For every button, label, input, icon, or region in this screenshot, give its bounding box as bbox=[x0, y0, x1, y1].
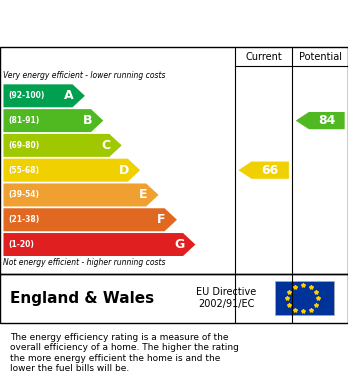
Text: (69-80): (69-80) bbox=[9, 141, 40, 150]
Text: England & Wales: England & Wales bbox=[10, 291, 155, 306]
Polygon shape bbox=[3, 208, 177, 231]
Text: A: A bbox=[64, 89, 74, 102]
Text: (92-100): (92-100) bbox=[9, 91, 45, 100]
Polygon shape bbox=[3, 159, 140, 182]
Text: (81-91): (81-91) bbox=[9, 116, 40, 125]
Text: D: D bbox=[119, 164, 129, 177]
FancyBboxPatch shape bbox=[275, 281, 334, 315]
Polygon shape bbox=[3, 134, 122, 157]
Text: EU Directive
2002/91/EC: EU Directive 2002/91/EC bbox=[196, 287, 256, 309]
Polygon shape bbox=[3, 233, 195, 256]
Text: 84: 84 bbox=[318, 114, 335, 127]
Polygon shape bbox=[3, 183, 159, 206]
Text: F: F bbox=[157, 213, 166, 226]
Text: (39-54): (39-54) bbox=[9, 190, 40, 199]
Polygon shape bbox=[3, 109, 103, 132]
Text: B: B bbox=[83, 114, 92, 127]
Text: The energy efficiency rating is a measure of the
overall efficiency of a home. T: The energy efficiency rating is a measur… bbox=[10, 333, 239, 373]
Text: C: C bbox=[102, 139, 111, 152]
Text: G: G bbox=[174, 238, 184, 251]
Text: (55-68): (55-68) bbox=[9, 166, 40, 175]
Text: E: E bbox=[139, 188, 148, 201]
Text: Very energy efficient - lower running costs: Very energy efficient - lower running co… bbox=[3, 71, 166, 80]
Text: (1-20): (1-20) bbox=[9, 240, 34, 249]
Text: Energy Efficiency Rating: Energy Efficiency Rating bbox=[10, 14, 258, 32]
Text: Not energy efficient - higher running costs: Not energy efficient - higher running co… bbox=[3, 258, 166, 267]
Text: (21-38): (21-38) bbox=[9, 215, 40, 224]
Text: 66: 66 bbox=[262, 164, 279, 177]
Text: Potential: Potential bbox=[299, 52, 342, 61]
Polygon shape bbox=[296, 112, 345, 129]
Text: Current: Current bbox=[245, 52, 282, 61]
Polygon shape bbox=[3, 84, 85, 107]
Polygon shape bbox=[238, 161, 289, 179]
